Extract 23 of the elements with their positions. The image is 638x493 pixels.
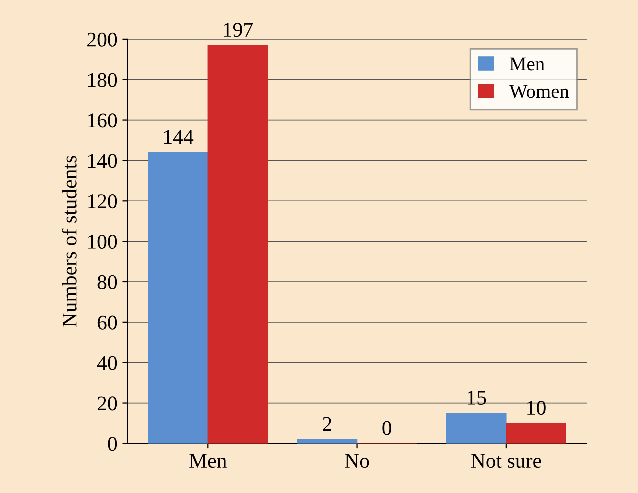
- y-axis-title: Numbers of students: [62, 156, 77, 328]
- x-tick-label: No: [345, 454, 370, 468]
- x-tick-label: Men: [190, 454, 227, 468]
- y-tick-label: 100: [88, 234, 118, 250]
- y-tick-label: 40: [97, 356, 118, 370]
- y-tick-label: 160: [88, 114, 118, 128]
- y-tick-label: 120: [88, 194, 118, 209]
- data-label: 197: [224, 23, 253, 38]
- y-tick-label: 140: [88, 154, 118, 168]
- y-tick-label: 80: [98, 275, 118, 290]
- y-tick-label: 200: [88, 32, 118, 47]
- legend-label: Men: [510, 58, 545, 71]
- y-tick-label: 0: [108, 437, 118, 452]
- data-label: 0: [382, 421, 392, 436]
- data-label: 15: [468, 391, 486, 405]
- data-label: 144: [164, 130, 194, 144]
- x-tick-label: Not sure: [471, 454, 542, 468]
- data-label: 10: [528, 401, 546, 416]
- legend-label: Women: [509, 85, 570, 98]
- y-tick-label: 180: [88, 73, 118, 88]
- data-label: 2: [323, 417, 332, 432]
- y-tick-label: 60: [98, 316, 118, 330]
- y-tick-label: 20: [98, 396, 118, 411]
